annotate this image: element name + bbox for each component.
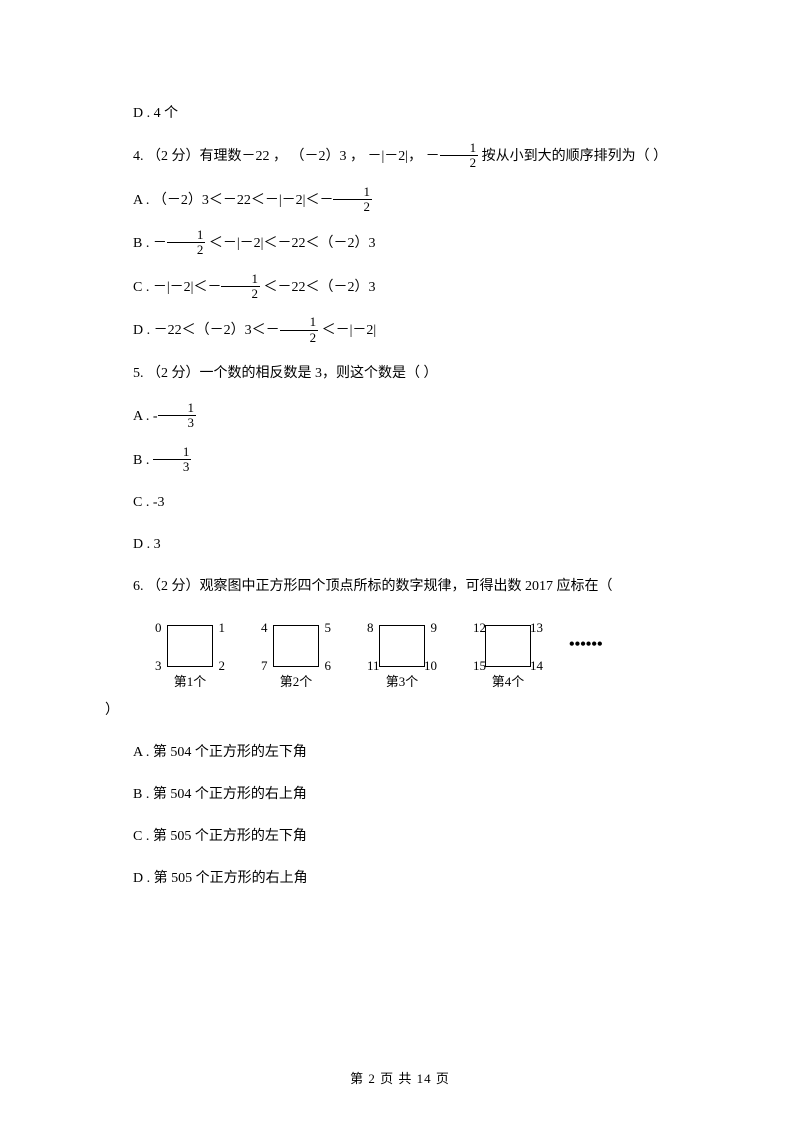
q5-option-a: A . -13 bbox=[105, 402, 700, 432]
ellipsis-dots: •••••• bbox=[569, 615, 603, 675]
squares-figure: 0 1 3 2 第1个 4 5 7 6 第2个 8 9 11 10 第3个 12… bbox=[145, 615, 700, 695]
q4-stem: 4. （2 分）有理数－22 ， （－2）3 ， －|－2|， －12 按从小到… bbox=[105, 142, 700, 172]
square-shape bbox=[485, 625, 531, 667]
q5-option-c: C . -3 bbox=[105, 489, 700, 517]
q6-option-a: A . 第 504 个正方形的左下角 bbox=[105, 739, 700, 767]
page-content: D . 4 个 4. （2 分）有理数－22 ， （－2）3 ， －|－2|， … bbox=[0, 0, 800, 967]
q6-option-b: B . 第 504 个正方形的右上角 bbox=[105, 781, 700, 809]
neg-half-fraction: －12 bbox=[207, 280, 260, 295]
q4-option-b: B . －12 ＜－|－2|＜－22＜（－2）3 bbox=[105, 229, 700, 259]
neg-half-fraction: －12 bbox=[319, 193, 372, 208]
square-3: 8 9 11 10 第3个 bbox=[357, 615, 447, 695]
q6-stem: 6. （2 分）观察图中正方形四个顶点所标的数字规律，可得出数 2017 应标在… bbox=[105, 573, 700, 601]
q5-option-d: D . 3 bbox=[105, 531, 700, 559]
q5-option-b: B . 13 bbox=[105, 446, 700, 476]
q4-option-a: A . （－2）3＜－22＜－|－2|＜－12 bbox=[105, 186, 700, 216]
square-2: 4 5 7 6 第2个 bbox=[251, 615, 341, 695]
square-shape bbox=[379, 625, 425, 667]
third-fraction: 13 bbox=[153, 453, 192, 468]
square-4: 12 13 15 14 第4个 bbox=[463, 615, 553, 695]
neg-third-fraction: -13 bbox=[153, 409, 196, 424]
q6-option-c: C . 第 505 个正方形的左下角 bbox=[105, 823, 700, 851]
q6-option-d: D . 第 505 个正方形的右上角 bbox=[105, 865, 700, 893]
q4-option-d: D . －22＜（－2）3＜－12 ＜－|－2| bbox=[105, 316, 700, 346]
square-shape bbox=[167, 625, 213, 667]
q4-option-c: C . －|－2|＜－12 ＜－22＜（－2）3 bbox=[105, 273, 700, 303]
page-footer: 第 2 页 共 14 页 bbox=[0, 1068, 800, 1087]
square-shape bbox=[273, 625, 319, 667]
q3-option-d: D . 4 个 bbox=[105, 100, 700, 128]
q4-stem-prefix: 4. （2 分）有理数－22 ， （－2）3 ， －|－2|， bbox=[133, 149, 426, 164]
q6-close-paren: ） bbox=[105, 697, 700, 725]
q4-stem-suffix: 按从小到大的顺序排列为（ ） bbox=[478, 149, 667, 164]
q5-stem: 5. （2 分）一个数的相反数是 3，则这个数是（ ） bbox=[105, 360, 700, 388]
neg-half-fraction: －12 bbox=[266, 323, 319, 338]
neg-half-fraction: －12 bbox=[426, 149, 479, 164]
neg-half-fraction: －12 bbox=[153, 236, 206, 251]
square-1: 0 1 3 2 第1个 bbox=[145, 615, 235, 695]
